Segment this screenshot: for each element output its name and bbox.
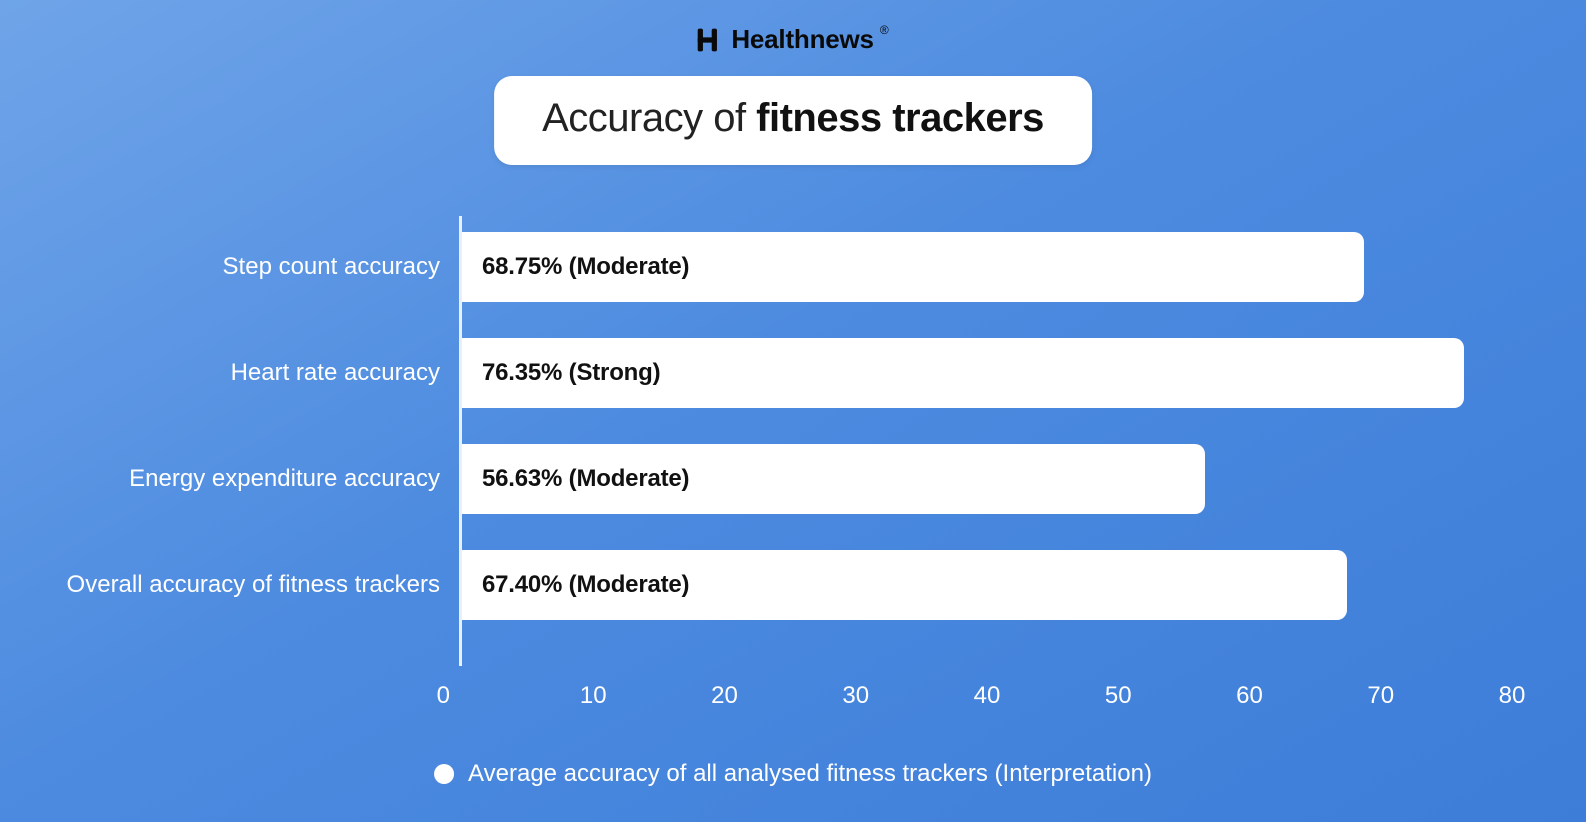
legend-marker-icon (434, 764, 454, 784)
bar-row: Overall accuracy of fitness trackers67.4… (462, 550, 1512, 620)
bar-value-label: 67.40% (Moderate) (482, 571, 689, 599)
bar: 56.63% (Moderate) (462, 444, 1205, 514)
bar: 76.35% (Strong) (462, 338, 1464, 408)
x-axis-tick: 10 (580, 682, 607, 710)
x-axis-tick: 20 (711, 682, 738, 710)
bar-category-label: Heart rate accuracy (231, 359, 440, 387)
x-axis-tick: 50 (1105, 682, 1132, 710)
bar-category-label: Energy expenditure accuracy (129, 465, 440, 493)
bar-value-label: 56.63% (Moderate) (482, 465, 689, 493)
x-axis-tick: 70 (1367, 682, 1394, 710)
bar-row: Heart rate accuracy76.35% (Strong) (462, 338, 1512, 408)
bar: 67.40% (Moderate) (462, 550, 1347, 620)
bar-value-label: 68.75% (Moderate) (482, 253, 689, 281)
bar-category-label: Step count accuracy (223, 253, 440, 281)
bar-row: Energy expenditure accuracy56.63% (Moder… (462, 444, 1512, 514)
x-axis-tick: 60 (1236, 682, 1263, 710)
chart-legend: Average accuracy of all analysed fitness… (434, 760, 1152, 788)
bar-category-label: Overall accuracy of fitness trackers (67, 571, 440, 599)
x-axis-tick: 30 (842, 682, 869, 710)
x-axis-tick: 0 (437, 682, 450, 710)
accuracy-bar-chart: Step count accuracy68.75% (Moderate)Hear… (0, 0, 1586, 822)
bar-row: Step count accuracy68.75% (Moderate) (462, 232, 1512, 302)
legend-text: Average accuracy of all analysed fitness… (468, 760, 1152, 788)
x-axis-tick: 40 (974, 682, 1001, 710)
bar: 68.75% (Moderate) (462, 232, 1364, 302)
bar-value-label: 76.35% (Strong) (482, 359, 660, 387)
x-axis-tick: 80 (1499, 682, 1526, 710)
